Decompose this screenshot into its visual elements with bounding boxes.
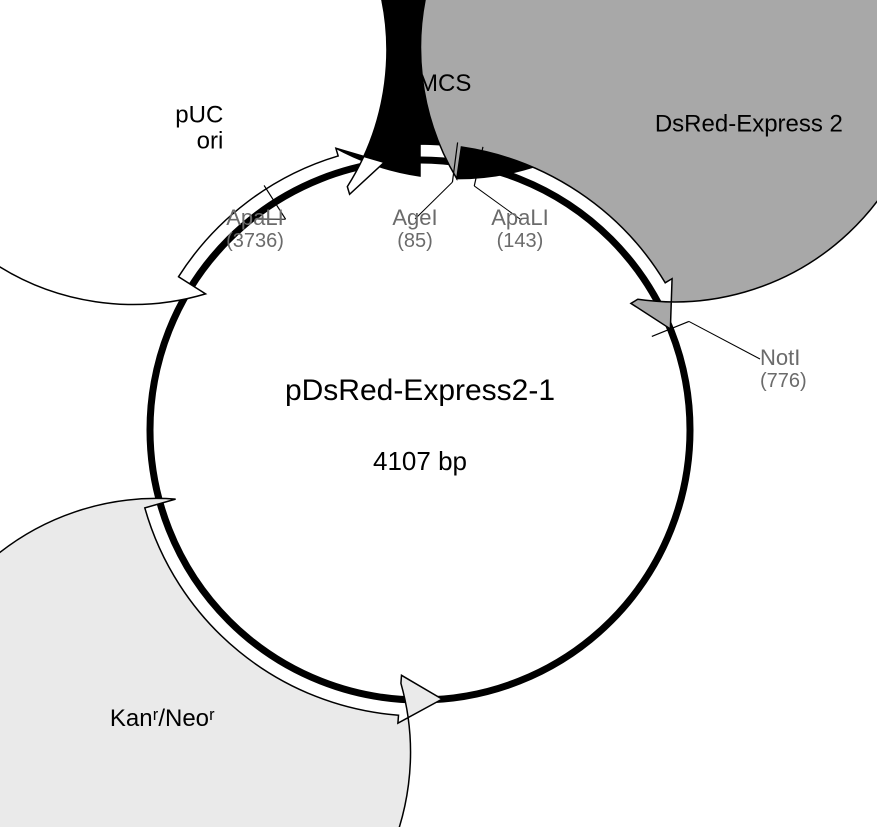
feature-pucori xyxy=(0,0,387,304)
plasmid-size: 4107 bp xyxy=(373,446,467,476)
site-label-apali2: ApaLI(3736) xyxy=(226,205,284,252)
feature-label-mcs: MCS xyxy=(418,70,471,97)
feature-label-dsred: DsRed-Express 2 xyxy=(655,110,843,137)
site-leader-noti xyxy=(689,321,760,359)
feature-kanneo xyxy=(0,498,442,827)
site-label-noti: NotI(776) xyxy=(760,345,807,392)
feature-label-kanneo: Kanʳ/Neoʳ xyxy=(110,705,215,732)
site-label-agei: AgeI(85) xyxy=(392,205,437,252)
site-label-apali1: ApaLI(143) xyxy=(491,205,549,252)
plasmid-name: pDsRed-Express2-1 xyxy=(285,374,555,407)
